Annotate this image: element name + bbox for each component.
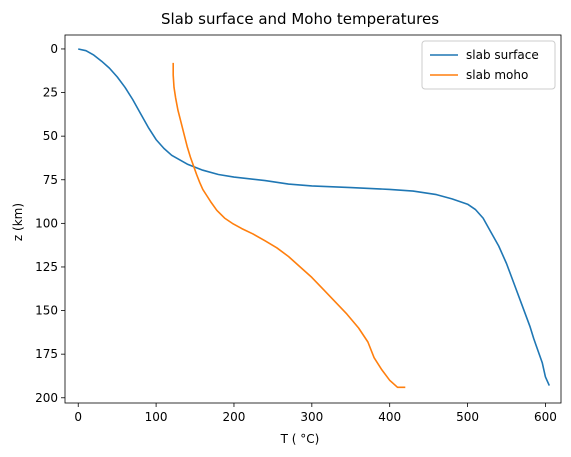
y-tick-label: 50 xyxy=(43,129,58,143)
x-tick-label: 0 xyxy=(74,410,82,424)
y-tick-label: 25 xyxy=(43,86,58,100)
chart-title: Slab surface and Moho temperatures xyxy=(161,10,439,28)
y-tick-label: 75 xyxy=(43,173,58,187)
y-axis-ticks: 0 25 50 75 100 125 150 175 200 xyxy=(35,42,65,405)
y-axis-label: z (km) xyxy=(11,203,25,241)
x-axis-ticks: 0 100 200 300 400 500 600 xyxy=(74,403,557,424)
plot-frame xyxy=(64,34,562,404)
y-tick-label: 0 xyxy=(50,42,58,56)
y-tick-label: 200 xyxy=(35,391,58,405)
plot-area xyxy=(64,34,562,404)
x-tick-label: 200 xyxy=(223,410,246,424)
y-tick-label: 150 xyxy=(35,304,58,318)
x-tick-label: 100 xyxy=(145,410,168,424)
x-axis-label: T ( °C) xyxy=(280,432,320,446)
series-layer xyxy=(78,48,551,389)
x-tick-label: 600 xyxy=(534,410,557,424)
x-tick-label: 400 xyxy=(378,410,401,424)
series-line-slab-surface xyxy=(78,48,551,386)
legend-box xyxy=(421,40,556,90)
legend-label: slab surface xyxy=(466,48,539,62)
y-tick-label: 125 xyxy=(35,260,58,274)
x-tick-label: 500 xyxy=(456,410,479,424)
legend: slab surface slab moho xyxy=(421,40,556,90)
x-tick-label: 300 xyxy=(300,410,323,424)
series-line-slab-moho xyxy=(172,62,406,389)
legend-label: slab moho xyxy=(466,68,528,82)
y-tick-label: 100 xyxy=(35,216,58,230)
y-tick-label: 175 xyxy=(35,347,58,361)
